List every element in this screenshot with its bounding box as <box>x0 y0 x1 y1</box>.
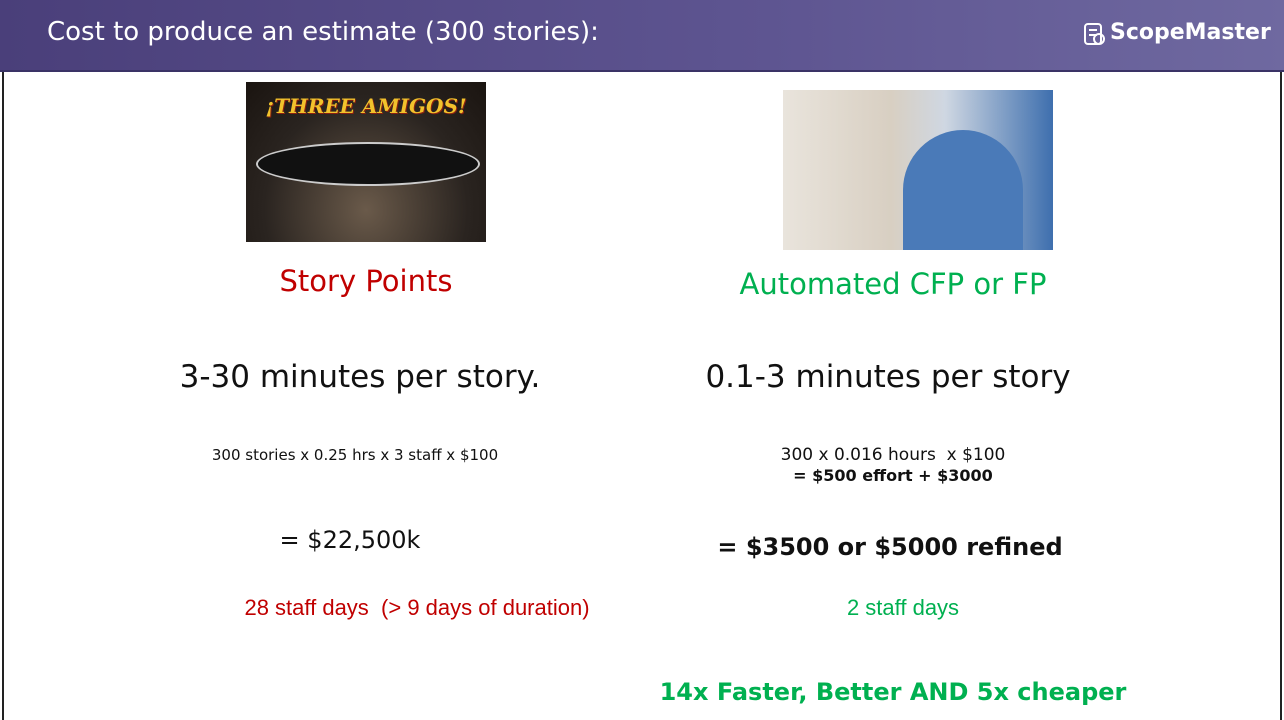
right-image <box>783 90 1053 250</box>
right-heading: Automated CFP or FP <box>740 267 1047 301</box>
left-border <box>2 0 4 720</box>
right-border <box>1280 0 1282 720</box>
person <box>903 130 1023 250</box>
slide: Cost to produce an estimate (300 stories… <box>0 0 1284 720</box>
right-total: = $3500 or $5000 refined <box>717 533 1062 561</box>
conclusion: 14x Faster, Better AND 5x cheaper <box>660 678 1127 706</box>
left-total: = $22,500k <box>280 526 421 554</box>
right-days: 2 staff days <box>847 595 959 621</box>
left-formula: 300 stories x 0.25 hrs x 3 staff x $100 <box>212 446 498 464</box>
header-title: Cost to produce an estimate (300 stories… <box>47 17 599 47</box>
left-heading: Story Points <box>280 264 453 298</box>
right-formula: 300 x 0.016 hours x $100 <box>781 445 1006 465</box>
right-rate: 0.1-3 minutes per story <box>705 359 1070 395</box>
left-image: ¡THREE AMIGOS! <box>246 82 486 242</box>
image-caption: ¡THREE AMIGOS! <box>246 94 486 118</box>
logo-text: ScopeMaster <box>1110 20 1271 45</box>
logo-icon <box>1082 20 1108 48</box>
right-formula-result: = $500 effort + $3000 <box>793 466 993 485</box>
left-rate: 3-30 minutes per story. <box>180 359 541 395</box>
sombreros <box>256 142 480 186</box>
left-days: 28 staff days (> 9 days of duration) <box>244 595 589 621</box>
